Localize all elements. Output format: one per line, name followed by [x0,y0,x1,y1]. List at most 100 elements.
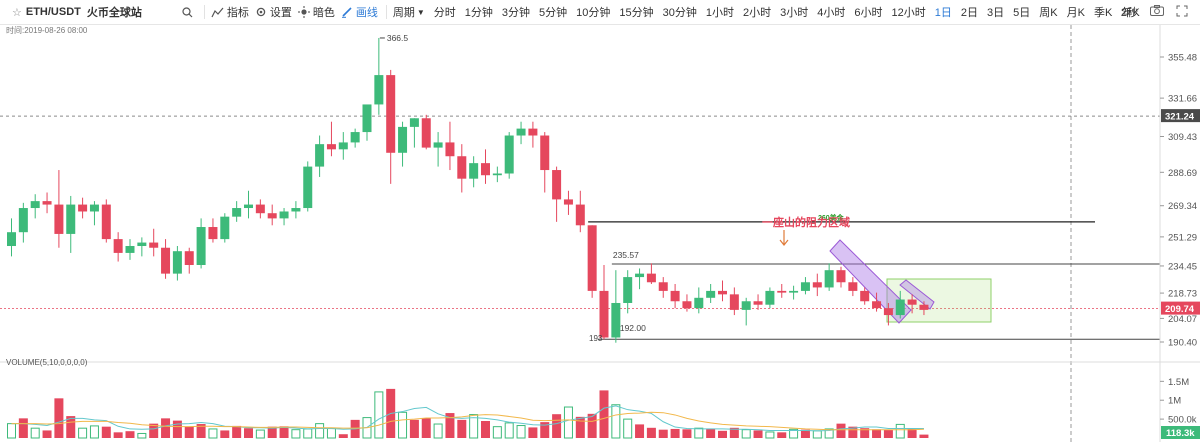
settings-button[interactable]: 设置 [255,4,292,20]
candle-body [149,242,159,248]
candle-body [516,128,526,136]
interval-tab[interactable]: 5日 [1013,7,1031,19]
interval-tab[interactable]: 30分钟 [662,7,697,19]
volume-bar [244,428,253,438]
indicators-button[interactable]: 指标 [211,4,249,20]
volume-bar [563,406,573,439]
candle-body [753,301,763,305]
price-tick-label: 204.07 [1168,314,1197,325]
candle-body [172,251,182,274]
volume-bar [706,428,716,438]
candle-body [184,251,194,266]
price-tick-label: 251.29 [1168,232,1197,243]
candle-body [101,204,111,240]
candle-body [303,166,313,209]
candle-body [291,208,301,212]
volume-bar [137,432,147,439]
current-price-box [1161,301,1200,315]
candle-body [670,290,680,302]
candle-body [599,290,609,338]
symbol-label[interactable]: ETH/USDT [25,6,81,18]
volume-tick-label: 1M [1168,396,1181,407]
fullscreen-icon[interactable] [1176,5,1188,20]
current-price-label: 209.74 [1165,304,1195,315]
candle-body [741,301,751,310]
volume-bar [611,404,621,439]
candle-body [338,142,348,150]
interval-tab[interactable]: 分时 [433,7,456,19]
candle-body [706,290,716,298]
price-tick-label: 269.34 [1168,201,1197,212]
indicators-icon [211,7,224,17]
gear-icon [256,7,266,17]
interval-tab[interactable]: 1日 [934,7,952,19]
candle-body [563,199,573,205]
favorite-star-icon[interactable]: ☆ [12,6,22,19]
volume-bar [89,425,99,439]
volume-bar [777,432,787,438]
volume-bar [409,419,419,438]
period-dropdown[interactable]: 周期 ▼ [393,4,425,20]
annotation-arrowhead [779,239,789,246]
period-label: 周期 [392,7,415,19]
price-tick-label: 234.45 [1168,261,1197,272]
volume-bar [587,413,597,438]
volume-bar [279,426,289,438]
volume-bar [42,430,52,438]
volume-bar [789,428,799,439]
draw-button[interactable]: 画线 [341,4,378,20]
volume-bar [267,426,277,438]
candle-body [481,163,490,176]
interval-tab[interactable]: 5分钟 [539,7,568,19]
candle-body [848,282,858,291]
interval-tab[interactable]: 3小时 [780,7,809,19]
volume-bar [895,423,905,439]
candle-body [445,142,455,157]
volume-bar [883,429,893,438]
volume-tick-label: 1.5M [1168,377,1189,388]
candle-body [374,75,384,105]
candle-body [279,211,289,219]
interval-tab[interactable]: 1分钟 [464,7,493,19]
interval-tab[interactable]: 2日 [960,7,979,19]
volume-bar [78,427,88,439]
theme-button[interactable]: 暗色 [297,4,335,20]
candle-body [623,277,633,303]
interval-tab[interactable]: 6小时 [854,7,883,19]
interval-tab[interactable]: 3分钟 [501,7,531,19]
camera-icon[interactable] [1150,5,1164,19]
interval-tab[interactable]: 4小时 [817,7,846,19]
interval-tab[interactable]: 10分钟 [576,7,611,19]
candlestick-chart[interactable]: 355.48 331.66 309.43 288.69 269.34 251.29 234.… [0,25,1200,442]
interval-tab[interactable]: 周K [1039,7,1058,19]
price-tick-label: 190.40 [1168,338,1197,349]
candle-body [528,128,538,136]
volume-bar [753,430,763,438]
current-volume-label: 118.3k [1166,428,1195,439]
interval-tab[interactable]: 1小时 [705,7,735,19]
interval-tab[interactable]: 2小时 [743,7,772,19]
low-label: 192.00 [620,323,646,333]
volume-bar [919,434,929,438]
candle-body [137,242,147,247]
volume-bar [872,429,882,438]
candle-body [421,118,431,148]
price-tick-label: 355.48 [1168,53,1197,64]
interval-tab[interactable]: 12小时 [891,7,926,19]
candle-body [433,142,443,148]
interval-tab[interactable]: 15分钟 [619,7,654,19]
interval-tab[interactable]: 年K [1121,7,1140,19]
candle-body [66,204,76,234]
refresh-rate[interactable]: 2秒 [1120,7,1138,19]
volume-bar [694,427,704,439]
candle-body [718,290,727,295]
interval-tab[interactable]: 月K [1066,7,1085,19]
volume-bar [646,427,656,438]
candle-body [658,282,668,291]
search-icon[interactable] [182,6,196,18]
volume-bar [635,424,645,438]
volume-bar [540,422,550,438]
candle-body [350,132,360,143]
interval-tab[interactable]: 3日 [987,7,1005,19]
interval-tab[interactable]: 季K [1093,7,1113,19]
